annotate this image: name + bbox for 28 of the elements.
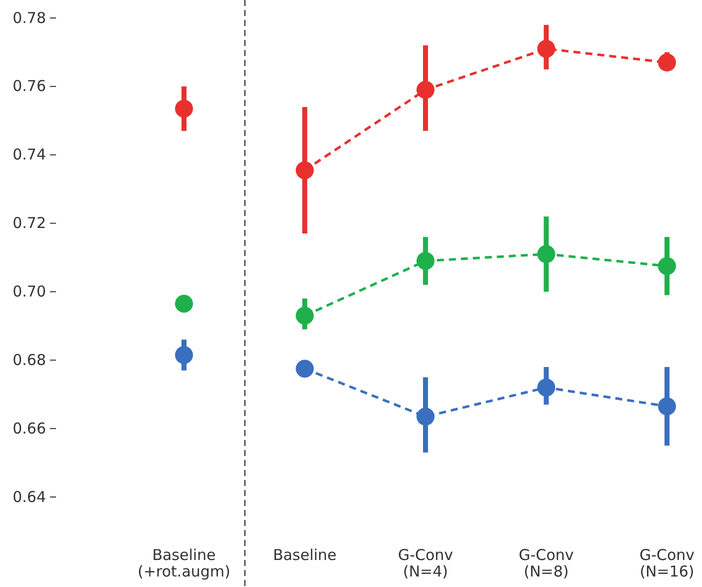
point [658,397,676,416]
point [537,245,556,264]
point [537,378,556,397]
y-tick-label: 0.76 [12,77,46,96]
y-tick-label: 0.64 [12,488,46,506]
point [175,294,193,313]
point [416,408,434,426]
point [296,360,314,378]
y-tick-label: 0.68 [12,350,46,369]
y-tick-label: 0.78 [12,8,46,27]
point [296,161,314,180]
x-tick-label: G-Conv (N=4) [398,546,454,580]
point [658,257,676,276]
point [416,80,434,99]
x-tick-label: Baseline (+rot.augm) [138,546,230,580]
point [658,53,676,72]
point [296,306,314,325]
y-tick-label: 0.72 [12,214,46,232]
x-tick-label: Baseline [272,546,337,564]
y-tick-label: 0.66 [12,419,46,438]
point [175,346,193,364]
point [175,100,193,118]
x-tick-label: G-Conv (N=8) [518,546,574,580]
point [537,40,556,58]
y-tick-label: 0.70 [12,282,46,301]
y-tick-label: 0.74 [12,146,46,164]
x-tick-label: G-Conv (N=16) [639,546,695,580]
point [416,252,434,270]
